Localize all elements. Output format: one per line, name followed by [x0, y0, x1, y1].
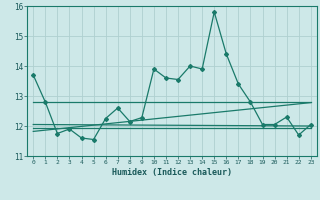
X-axis label: Humidex (Indice chaleur): Humidex (Indice chaleur)	[112, 168, 232, 177]
